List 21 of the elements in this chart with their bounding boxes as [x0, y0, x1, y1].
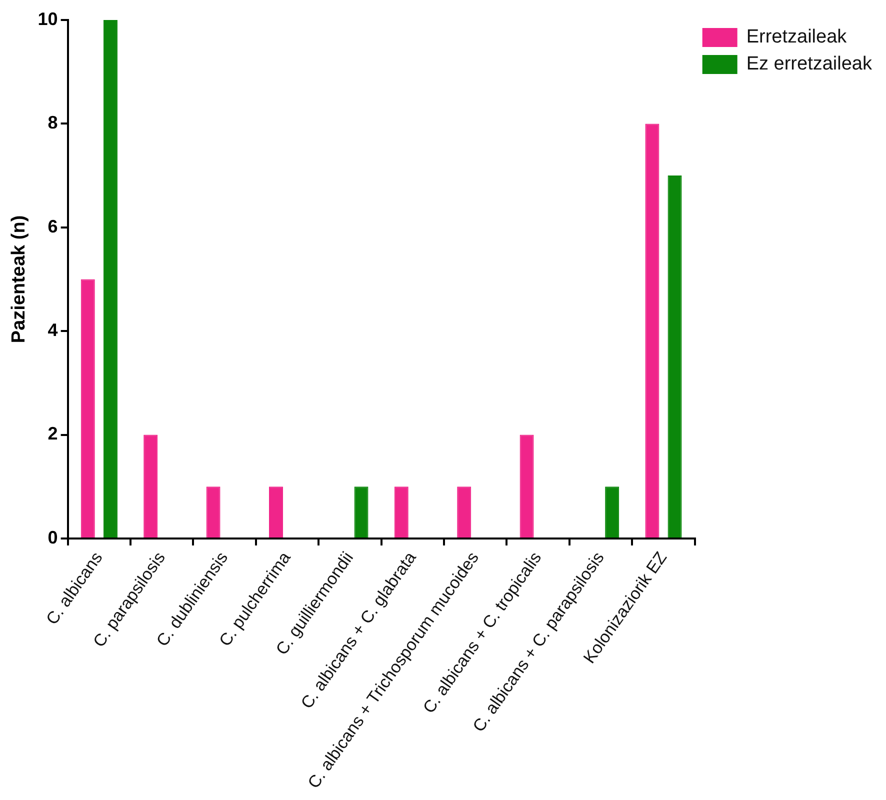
y-tick-label: 8 [48, 112, 58, 133]
y-tick-label: 4 [48, 320, 58, 340]
bar [645, 124, 660, 538]
bar [520, 434, 534, 538]
bar [354, 486, 368, 538]
y-axis-title: Pazienteak (n) [8, 215, 30, 344]
bar [457, 486, 472, 538]
bar [394, 486, 408, 538]
bar [605, 486, 620, 538]
y-tick-label: 6 [48, 216, 58, 236]
legend-label: Erretzaileak [746, 26, 848, 48]
bar [268, 486, 283, 538]
bar [103, 20, 118, 538]
y-tick-label: 0 [48, 527, 58, 548]
bar [144, 434, 158, 538]
legend-label: Ez erretzaileak [746, 54, 872, 75]
y-tick-label: 10 [38, 8, 58, 29]
bar [80, 279, 95, 538]
bar [206, 486, 220, 538]
bar [668, 176, 682, 538]
y-tick-label: 2 [48, 424, 58, 444]
